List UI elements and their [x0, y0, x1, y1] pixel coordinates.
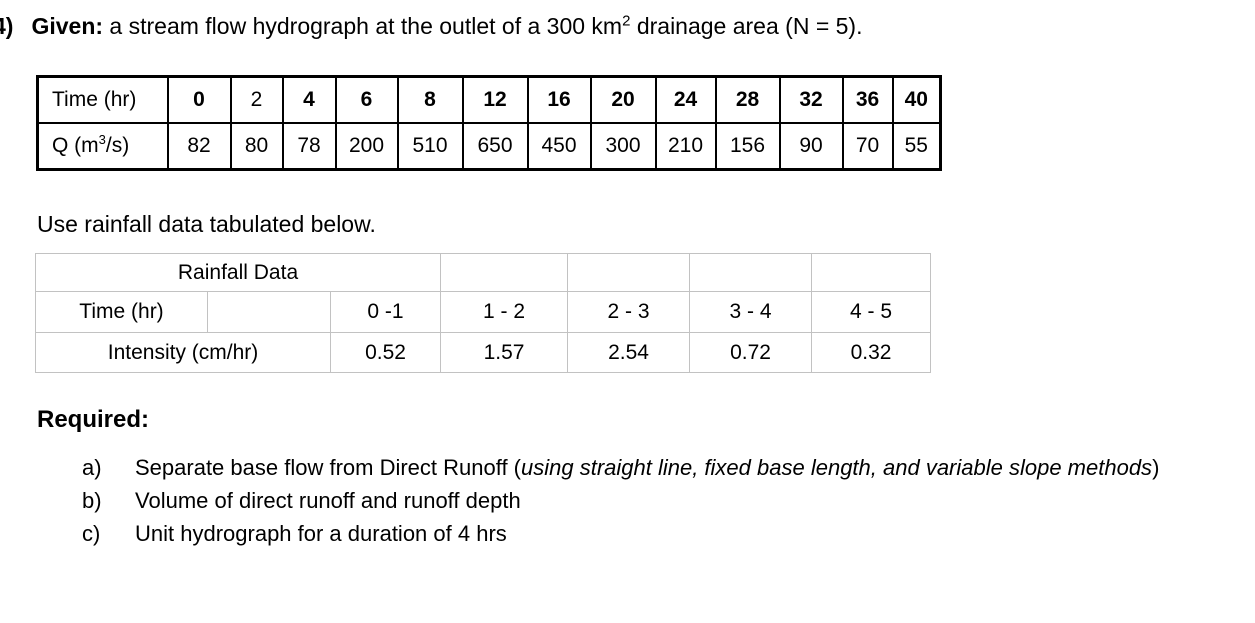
flow-cell: 300	[589, 122, 657, 171]
interval-cell: 2 - 3	[567, 291, 691, 333]
time-cell: 32	[778, 75, 844, 124]
rainfall-time-label: Time (hr)	[35, 291, 208, 333]
time-cell: 8	[396, 75, 464, 124]
item-label: a)	[82, 455, 102, 480]
item-text-plain: Volume of direct runoff and runoff depth	[135, 488, 521, 513]
required-item-a: a) Separate base flow from Direct Runoff…	[82, 451, 1159, 484]
flow-cell: 450	[526, 122, 592, 171]
flow-cell: 55	[891, 122, 942, 171]
item-text: Separate base flow from Direct Runoff (u…	[135, 451, 1159, 484]
time-cell: 0	[166, 75, 232, 124]
item-text-plain: Separate base flow from Direct Runoff (	[135, 455, 521, 480]
flow-cell: 156	[714, 122, 781, 171]
problem-title: 4) Given: a stream flow hydrograph at the…	[0, 13, 862, 40]
problem-title-text: Given: a stream flow hydrograph at the o…	[31, 13, 862, 39]
flow-cell: 70	[841, 122, 894, 171]
time-row-header: Time (hr)	[36, 75, 169, 124]
flow-cell: 200	[334, 122, 399, 171]
flow-cell: 650	[461, 122, 529, 171]
time-cell: 36	[841, 75, 894, 124]
item-label: b)	[82, 488, 102, 513]
time-cell: 16	[526, 75, 592, 124]
rainfall-intro: Use rainfall data tabulated below.	[37, 211, 376, 237]
time-cell: 24	[654, 75, 717, 124]
rainfall-intensity-label: Intensity (cm/hr)	[35, 332, 331, 373]
flow-cell: 210	[654, 122, 717, 171]
empty-cell	[567, 253, 691, 292]
flow-cell: 80	[229, 122, 284, 171]
item-text-plain: Unit hydrograph for a duration of 4 hrs	[135, 521, 507, 546]
intensity-cell: 0.72	[689, 332, 813, 373]
intensity-cell: 1.57	[440, 332, 569, 373]
time-cell: 12	[461, 75, 529, 124]
required-item-c: c) Unit hydrograph for a duration of 4 h…	[82, 517, 1159, 550]
empty-cell	[689, 253, 813, 292]
time-cell: 28	[714, 75, 781, 124]
q-label-post: /s)	[105, 134, 130, 157]
time-cell: 6	[334, 75, 399, 124]
empty-cell	[440, 253, 569, 292]
item-text-italic: using straight line, fixed base length, …	[521, 455, 1153, 480]
required-list: a) Separate base flow from Direct Runoff…	[82, 451, 1159, 550]
item-text: Volume of direct runoff and runoff depth	[135, 484, 521, 517]
empty-cell	[207, 291, 331, 333]
interval-cell: 1 - 2	[440, 291, 569, 333]
title-body: a stream flow hydrograph at the outlet o…	[103, 13, 623, 39]
rainfall-intensity-row: Intensity (cm/hr) 0.52 1.57 2.54 0.72 0.…	[35, 332, 932, 373]
rainfall-table-title: Rainfall Data	[34, 253, 442, 292]
rainfall-time-row: Time (hr) 0 -1 1 - 2 2 - 3 3 - 4 4 - 5	[35, 291, 932, 333]
km-superscript: 2	[622, 12, 631, 30]
problem-number: 4)	[0, 13, 14, 39]
hydrograph-table: Time (hr) 0 2 4 6 8 12 16 20 24 28 32 36…	[36, 75, 942, 171]
time-cell: 2	[229, 75, 284, 124]
required-heading: Required:	[37, 406, 150, 433]
rainfall-table: Rainfall Data Time (hr) 0 -1 1 - 2 2 - 3…	[34, 253, 932, 373]
time-cell: 4	[281, 75, 337, 124]
rainfall-title-row: Rainfall Data	[34, 253, 932, 292]
intensity-cell: 2.54	[567, 332, 691, 373]
flow-cell: 82	[166, 122, 232, 171]
time-cell: 40	[891, 75, 942, 124]
item-text: Unit hydrograph for a duration of 4 hrs	[135, 517, 507, 550]
interval-cell: 3 - 4	[689, 291, 813, 333]
hydrograph-flow-row: Q (m3/s) 82 80 78 200 510 650 450 300 21…	[36, 122, 942, 171]
item-label: c)	[82, 521, 101, 546]
title-tail: drainage area (N = 5).	[630, 13, 863, 39]
intensity-cell: 0.52	[329, 332, 442, 373]
flow-cell: 78	[281, 122, 337, 171]
time-cell: 20	[589, 75, 657, 124]
q-label-superscript: 3	[98, 132, 106, 147]
interval-cell: 4 - 5	[811, 291, 932, 333]
hydrograph-time-row: Time (hr) 0 2 4 6 8 12 16 20 24 28 32 36…	[36, 75, 942, 124]
empty-cell	[811, 253, 932, 292]
flow-cell: 90	[778, 122, 844, 171]
given-label: Given:	[31, 13, 104, 39]
flow-cell: 510	[396, 122, 464, 171]
q-label-pre: Q (m	[52, 134, 99, 157]
intensity-cell: 0.32	[811, 332, 932, 373]
flow-row-header: Q (m3/s)	[36, 122, 169, 171]
required-item-b: b) Volume of direct runoff and runoff de…	[82, 484, 1159, 517]
interval-cell: 0 -1	[329, 291, 442, 333]
item-text-suffix: )	[1152, 455, 1160, 480]
